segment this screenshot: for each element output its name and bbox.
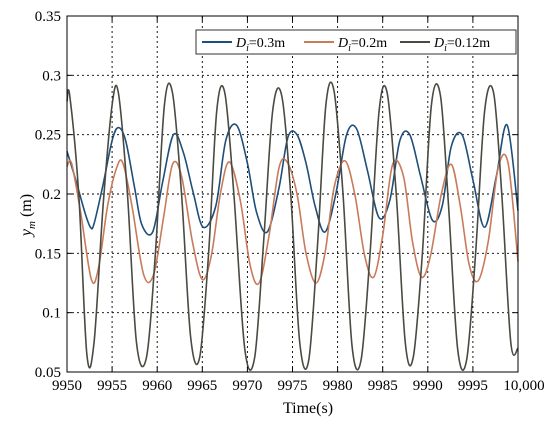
svg-text:ym (m): ym (m) <box>18 194 38 238</box>
legend-box <box>195 29 517 55</box>
x-tick-label: 9985 <box>368 378 398 394</box>
y-tick-label: 0.25 <box>35 128 61 144</box>
x-tick-label: 9965 <box>187 378 217 394</box>
x-tick-label: 9990 <box>413 378 443 394</box>
y-tick-label: 0.35 <box>35 9 61 25</box>
x-axis-title: Time(s) <box>283 400 333 417</box>
y-axis-ticks: 0.05 0.1 0.15 0.2 0.25 0.3 0.35 <box>35 9 518 381</box>
y-axis-title-sub: m <box>26 221 38 229</box>
legend: Di=0.3m Di=0.2m Di=0.12m <box>195 29 517 55</box>
x-tick-label: 9975 <box>278 378 308 394</box>
y-tick-label: 0.1 <box>42 306 61 322</box>
x-tick-label: 9970 <box>232 378 262 394</box>
legend-label-2: Di=0.2m <box>337 36 387 54</box>
x-tick-label: 9960 <box>142 378 172 394</box>
x-tick-label: 9950 <box>52 378 82 394</box>
y-tick-label: 0.15 <box>35 246 61 262</box>
y-axis-title-unit: (m) <box>18 194 35 221</box>
grid-lines <box>67 16 518 372</box>
series-lines <box>66 81 519 371</box>
y-tick-label: 0.3 <box>42 68 61 84</box>
x-tick-label: 9980 <box>323 378 353 394</box>
y-tick-label: 0.05 <box>35 365 61 381</box>
series-line-1 <box>66 123 519 236</box>
x-tick-label: 10,000 <box>503 378 544 394</box>
x-tick-label: 9955 <box>97 378 127 394</box>
legend-label-1: Di=0.3m <box>235 36 285 54</box>
series-line-2 <box>66 153 519 286</box>
x-tick-label: 9995 <box>458 378 488 394</box>
legend-label-3: Di=0.12m <box>433 36 490 54</box>
series-line-3 <box>66 81 519 371</box>
x-axis-ticks: 9950 9955 9960 9965 9970 9975 9980 9985 9990 9995… <box>52 16 545 394</box>
y-axis-title: ym (m) <box>18 194 38 238</box>
y-tick-label: 0.2 <box>42 187 61 203</box>
y-axis-title-main: y <box>18 228 35 238</box>
